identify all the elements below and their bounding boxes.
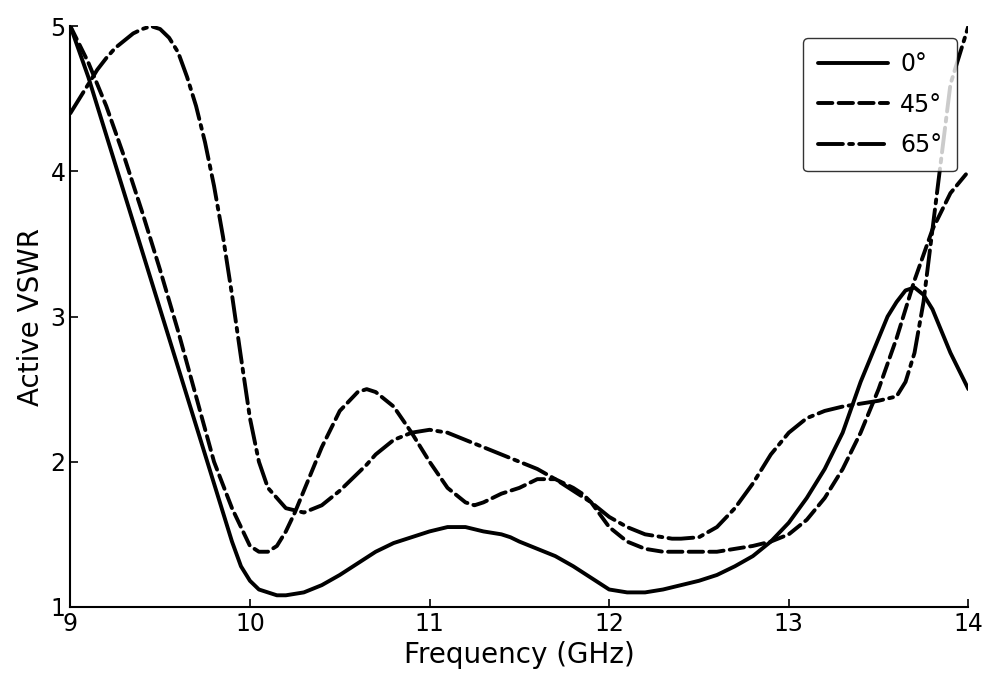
65° [657,533,669,541]
45° [370,388,382,396]
X-axis label: Frequency (GHz): Frequency (GHz) [404,641,635,670]
65° [666,534,678,543]
Y-axis label: Active VSWR: Active VSWR [17,228,45,405]
45° [253,547,265,556]
Line: 65°: 65° [70,26,968,539]
Line: 45°: 45° [70,26,968,552]
Legend: 0°, 45°, 65°: 0°, 45°, 65° [803,38,957,172]
0° [280,591,292,600]
45° [361,385,373,393]
0° [217,508,229,517]
65° [909,348,921,357]
0° [531,545,543,553]
45° [298,486,310,495]
0° [271,591,283,600]
65° [801,414,813,423]
0° [747,552,759,560]
0° [100,131,112,139]
65° [962,22,974,30]
65° [711,523,723,531]
65° [917,298,929,306]
65° [64,109,76,117]
45° [64,22,76,30]
45° [244,542,256,550]
45° [962,167,974,176]
65° [145,22,157,30]
0° [64,22,76,30]
45° [585,498,597,506]
65° [900,378,912,386]
0° [962,385,974,393]
0° [172,364,184,372]
Line: 0°: 0° [70,26,968,595]
45° [334,407,346,415]
